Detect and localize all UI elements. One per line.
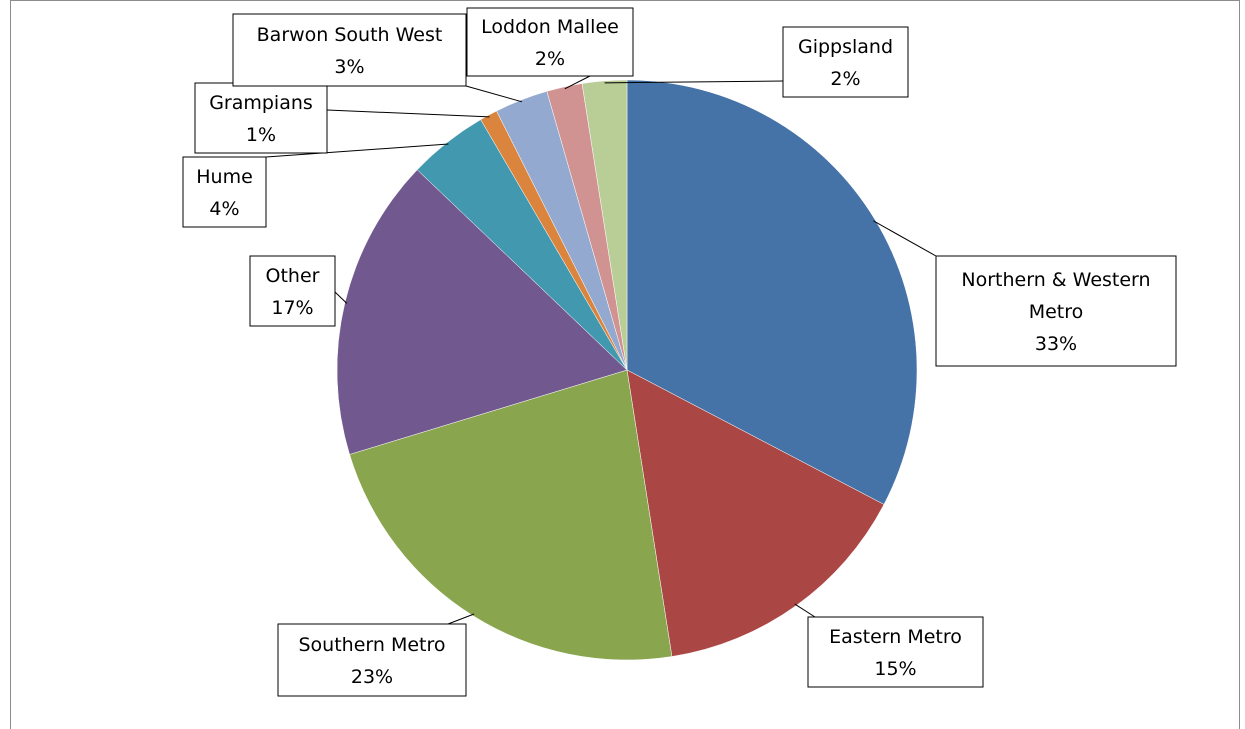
data-label-southern-metro: Southern Metro 23% — [277, 623, 467, 697]
data-label-percent: 1% — [246, 124, 276, 146]
data-label-box — [807, 616, 984, 688]
data-label-other: Other 17% — [249, 255, 336, 327]
data-label-percent: 23% — [351, 666, 393, 688]
data-label-box — [782, 26, 909, 98]
data-label-name: Loddon Mallee — [481, 16, 619, 38]
data-label-box — [182, 156, 267, 228]
data-label-percent: 4% — [209, 198, 239, 220]
data-label-gippsland: Gippsland 2% — [782, 26, 909, 98]
data-labels: Northern & Western Metro 33% Eastern Metro 1… — [182, 7, 1177, 697]
leader-lines — [265, 75, 937, 625]
leader-line-other — [334, 291, 348, 304]
pie-slice-southern-metro — [349, 369, 673, 661]
data-label-name: Metro — [1029, 301, 1084, 323]
pie-slice-gippsland — [581, 79, 628, 371]
data-label-percent: 15% — [874, 658, 916, 680]
data-label-name: Northern & Western — [961, 269, 1150, 291]
data-label-box — [935, 255, 1177, 367]
data-label-name: Hume — [196, 166, 253, 188]
data-label-percent: 2% — [830, 68, 860, 90]
leader-line-grampians — [326, 109, 490, 118]
data-label-box — [466, 7, 634, 77]
data-label-percent: 33% — [1035, 333, 1077, 355]
data-label-northern-and-western-metro: Northern & Western Metro 33% — [935, 255, 1177, 367]
leader-line-northern-and-western-metro — [873, 220, 937, 257]
data-label-name: Gippsland — [798, 36, 893, 58]
data-label-percent: 17% — [271, 297, 313, 319]
leader-line-loddon-mallee — [564, 75, 591, 90]
data-label-eastern-metro: Eastern Metro 15% — [807, 616, 984, 688]
data-label-loddon-mallee: Loddon Mallee 2% — [466, 7, 634, 77]
data-label-box — [232, 13, 467, 87]
leader-line-eastern-metro — [794, 603, 816, 618]
data-label-box — [194, 82, 328, 154]
pie-slice-other — [336, 169, 628, 455]
data-label-hume: Hume 4% — [182, 156, 267, 228]
data-label-name: Barwon South West — [257, 24, 443, 46]
data-label-box — [277, 623, 467, 697]
leader-line-hume — [265, 143, 449, 158]
data-label-percent: 3% — [334, 56, 364, 78]
leader-line-gippsland — [604, 80, 784, 84]
data-label-percent: 2% — [535, 48, 565, 70]
data-label-name: Other — [266, 265, 320, 287]
data-label-name: Grampians — [209, 92, 313, 114]
data-label-box — [249, 255, 336, 327]
leader-line-southern-metro — [447, 613, 475, 625]
pie-slices — [336, 79, 918, 661]
data-label-name: Eastern Metro — [829, 626, 962, 648]
data-label-grampians: Grampians 1% — [194, 82, 328, 154]
pie-slice-northern-and-western-metro — [626, 79, 918, 505]
data-label-barwon-south-west: Barwon South West 3% — [232, 13, 467, 87]
data-label-name: Southern Metro — [298, 634, 445, 656]
pie-slice-eastern-metro — [626, 369, 885, 657]
leader-line-barwon-south-west — [465, 85, 523, 103]
chart-frame — [10, 0, 1240, 729]
